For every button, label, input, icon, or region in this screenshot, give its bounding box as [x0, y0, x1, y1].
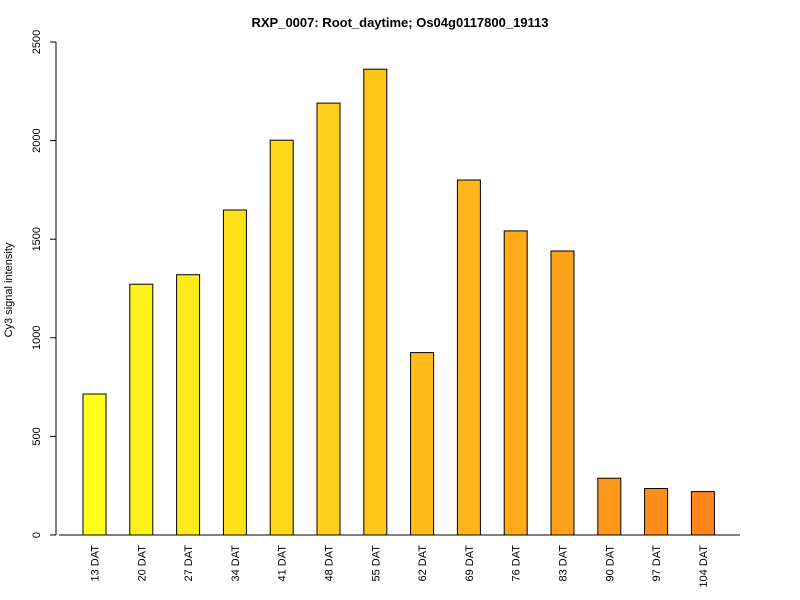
bar-55-dat — [363, 68, 388, 536]
bar-48-dat — [316, 102, 341, 536]
bar-41-dat — [269, 139, 294, 536]
x-tick-label: 20 DAT — [136, 545, 148, 582]
y-tick-label: 1500 — [31, 227, 43, 251]
x-tick-label: 55 DAT — [370, 545, 382, 582]
x-tick-label: 13 DAT — [90, 545, 102, 582]
y-tick-label: 2000 — [31, 128, 43, 152]
bars — [82, 68, 715, 536]
bar-13-dat — [82, 393, 107, 536]
x-tick-label: 83 DAT — [558, 545, 570, 582]
x-tick-label: 76 DAT — [511, 545, 523, 582]
x-tick-label: 48 DAT — [324, 545, 336, 582]
x-tick-label: 34 DAT — [230, 545, 242, 582]
chart-title: RXP_0007: Root_daytime; Os04g0117800_191… — [251, 15, 548, 30]
y-axis-label: Cy3 signal intensity — [3, 242, 15, 337]
x-tick-label: 90 DAT — [604, 545, 616, 582]
y-tick-label: 1000 — [31, 326, 43, 350]
y-tick-label: 0 — [31, 532, 43, 538]
x-axis-tick-labels: 13 DAT 20 DAT 27 DAT 34 DAT 41 DAT 48 DAT 55 D… — [90, 545, 710, 588]
x-tick-label: 62 DAT — [417, 545, 429, 582]
bar-104-dat — [690, 491, 715, 536]
bar-27-dat — [176, 274, 201, 536]
bar-83-dat — [550, 250, 575, 536]
x-tick-label: 27 DAT — [183, 545, 195, 582]
x-tick-label: 69 DAT — [464, 545, 476, 582]
bar-97-dat — [644, 488, 669, 536]
x-tick-label: 104 DAT — [698, 545, 710, 588]
bar-69-dat — [456, 179, 481, 536]
bar-34-dat — [222, 209, 247, 536]
bar-90-dat — [597, 477, 622, 536]
y-tick-label: 2500 — [31, 30, 43, 54]
x-tick-label: 97 DAT — [651, 545, 663, 582]
y-tick-label: 500 — [31, 427, 43, 445]
bar-62-dat — [410, 352, 435, 536]
y-axis: 0 500 1000 1500 2000 2500 — [31, 30, 57, 538]
bar-76-dat — [503, 230, 528, 536]
bar-20-dat — [129, 283, 154, 536]
x-tick-label: 41 DAT — [277, 545, 289, 582]
